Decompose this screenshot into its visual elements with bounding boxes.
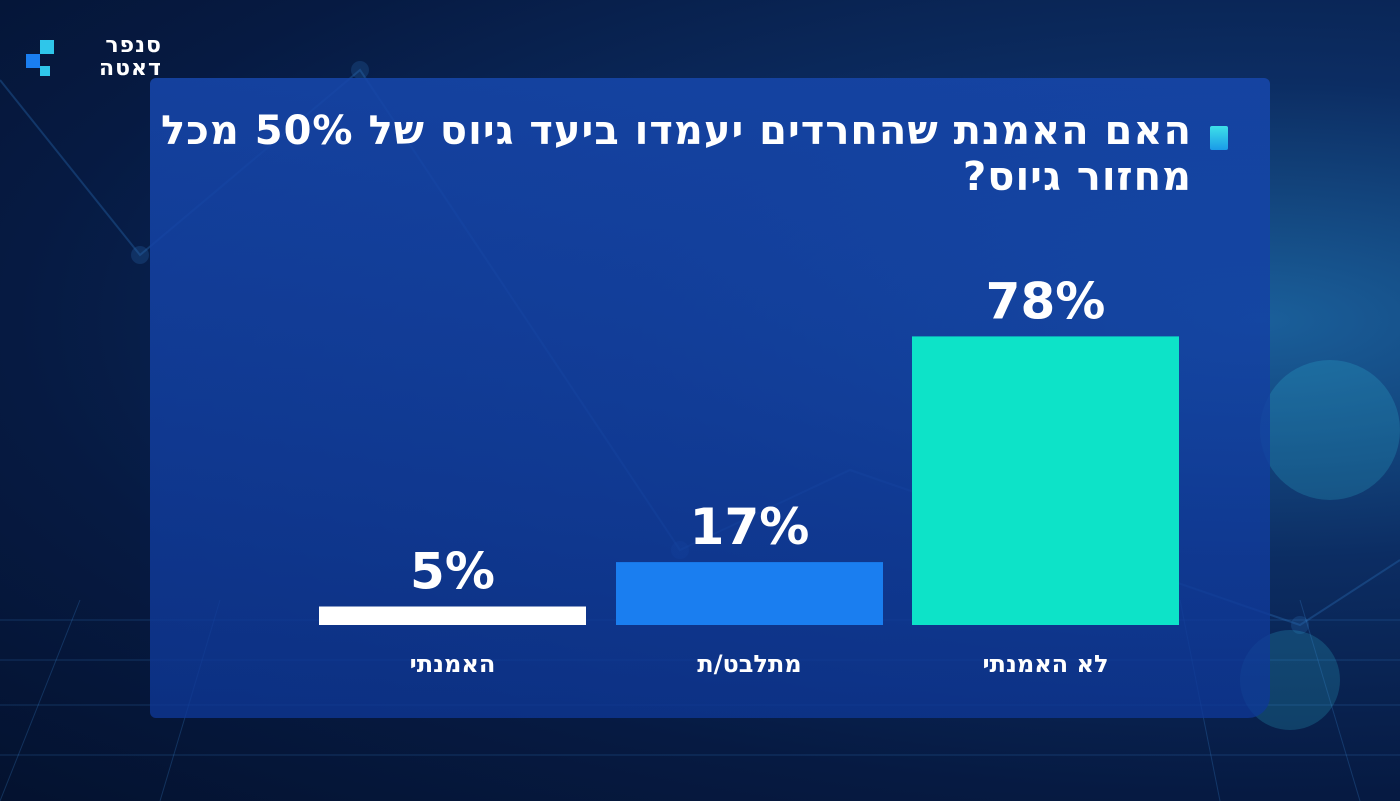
- bar-1: [616, 562, 883, 625]
- category-label-1: מתלבט/ת: [697, 650, 801, 678]
- value-label-1: 17%: [690, 498, 810, 556]
- value-label-0: 5%: [410, 543, 495, 601]
- chart-title: האם האמנת שהחרדים יעמדו ביעד גיוס של 50%…: [161, 108, 1192, 200]
- logo-line-1: סנפר: [105, 33, 162, 58]
- bar-chart: 5% האמנתי 17% מתלבט/ת 78% לא האמנתי: [319, 272, 1179, 678]
- chart-panel: האם האמנת שהחרדים יעמדו ביעד גיוס של 50%…: [150, 78, 1270, 718]
- category-label-0: האמנתי: [410, 650, 496, 678]
- value-label-2: 78%: [986, 272, 1106, 330]
- category-label-2: לא האמנתי: [982, 650, 1108, 678]
- logo-text: סנפר דאטה: [99, 34, 162, 80]
- logo-mark-icon: [26, 40, 54, 76]
- logo-line-2: דאטה: [98, 56, 162, 81]
- bar-0: [319, 606, 586, 625]
- brand-logo: סנפר דאטה: [22, 34, 162, 90]
- title-marker-icon: [1210, 126, 1228, 150]
- bar-2: [912, 336, 1179, 625]
